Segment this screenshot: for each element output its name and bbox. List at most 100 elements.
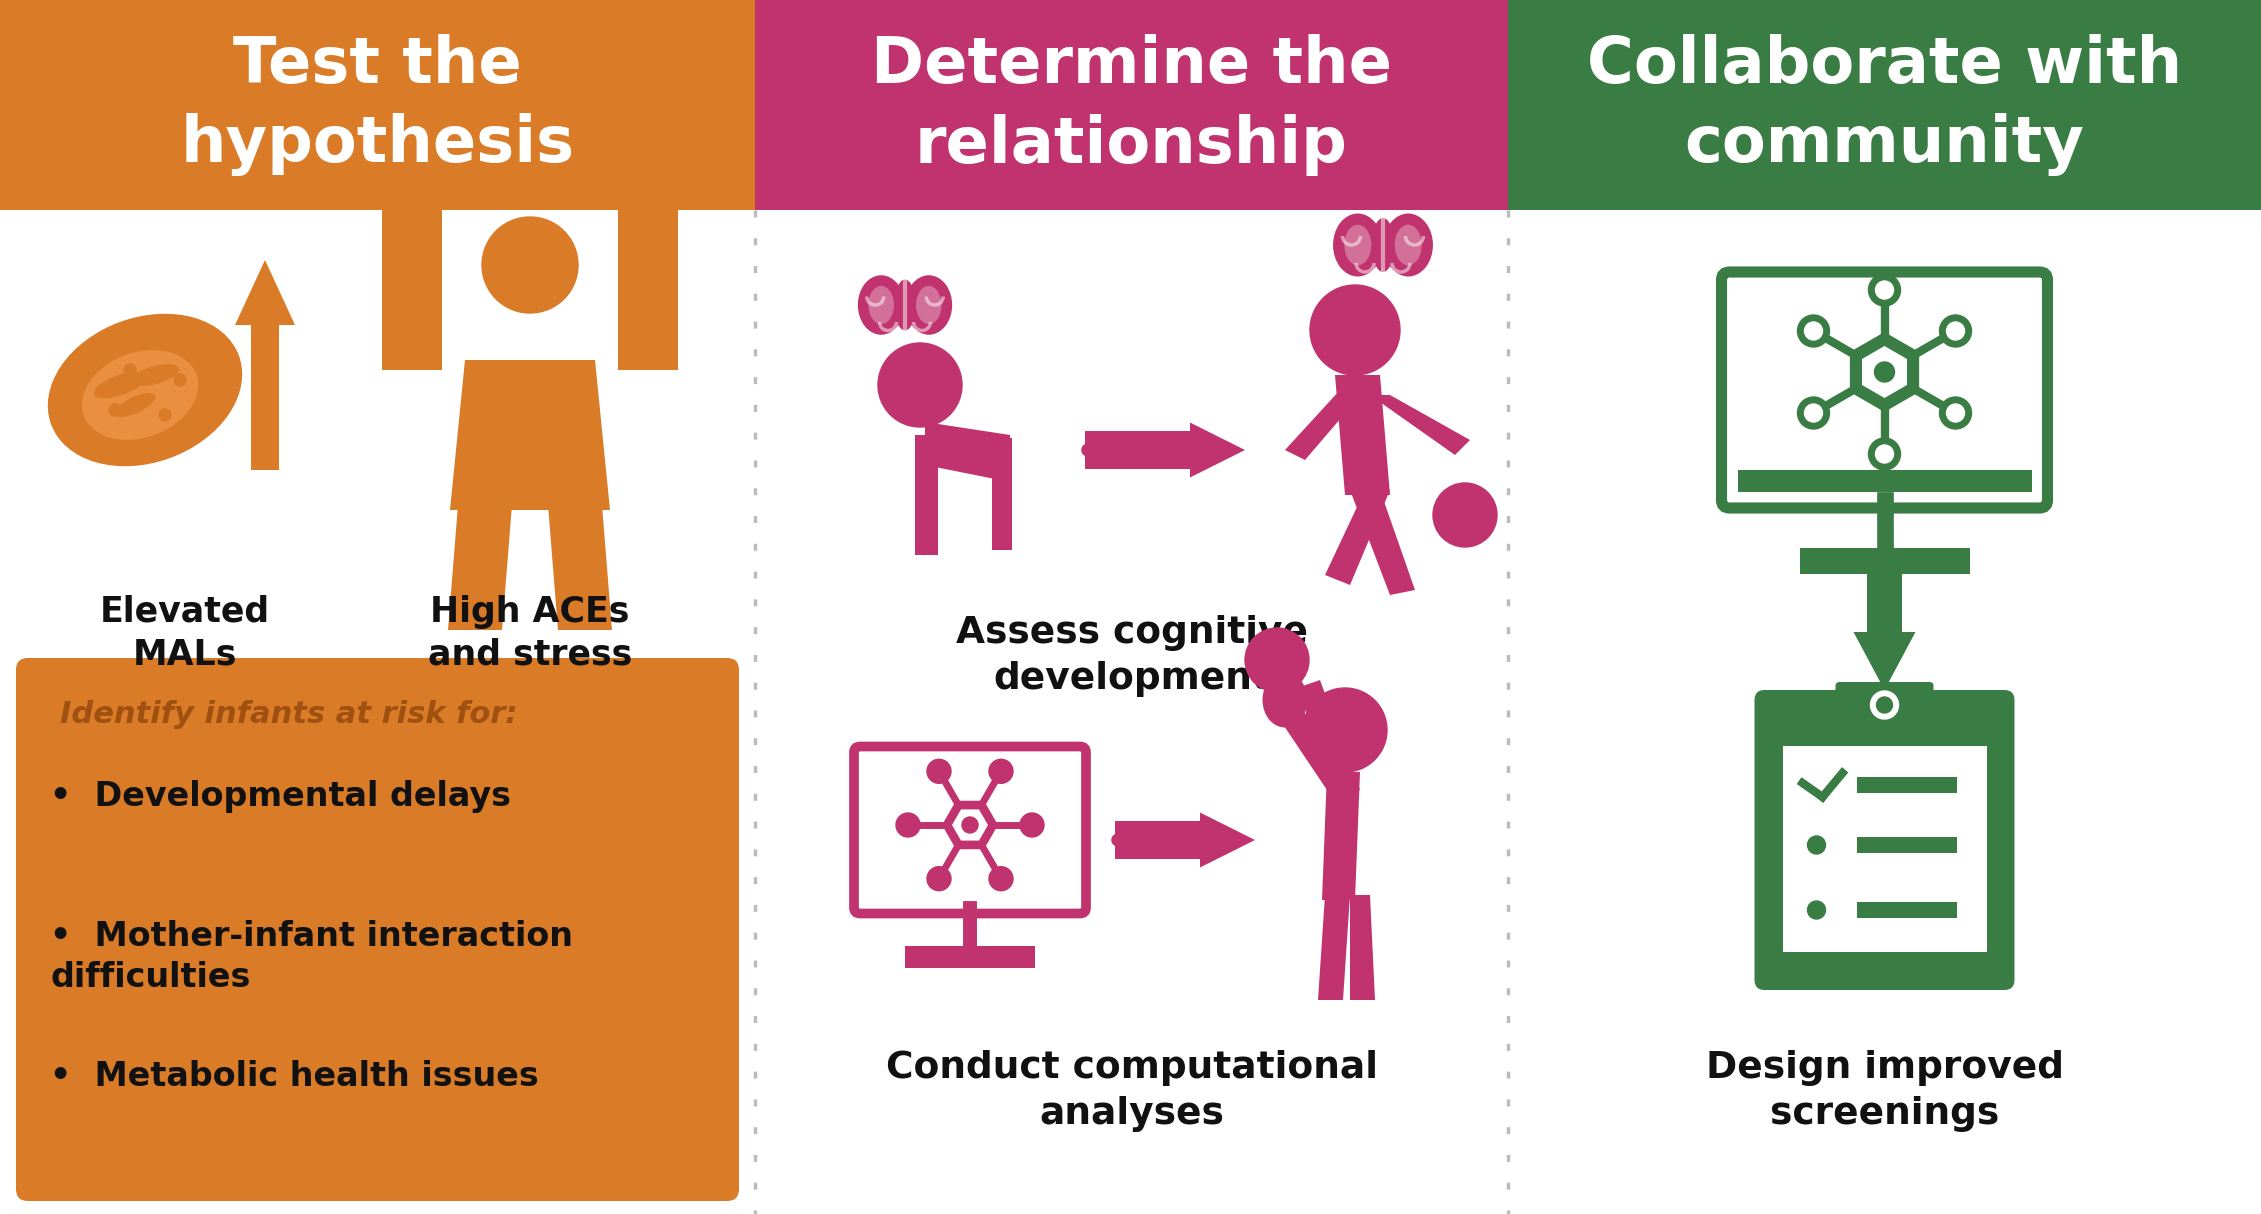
- Circle shape: [1868, 438, 1902, 470]
- Ellipse shape: [1262, 673, 1307, 727]
- Circle shape: [961, 817, 979, 833]
- Ellipse shape: [1372, 219, 1395, 272]
- Polygon shape: [1325, 490, 1391, 585]
- Text: •  Developmental delays: • Developmental delays: [50, 781, 511, 813]
- Polygon shape: [993, 438, 1013, 518]
- Circle shape: [988, 759, 1013, 783]
- Polygon shape: [1350, 490, 1415, 595]
- Ellipse shape: [81, 350, 199, 439]
- Circle shape: [1433, 483, 1497, 548]
- Text: Assess cognitive
development: Assess cognitive development: [956, 615, 1307, 697]
- Ellipse shape: [895, 279, 916, 330]
- Ellipse shape: [857, 276, 904, 335]
- Ellipse shape: [131, 364, 179, 386]
- Circle shape: [1877, 697, 1892, 713]
- Polygon shape: [1085, 422, 1246, 477]
- Circle shape: [877, 344, 961, 427]
- Circle shape: [927, 867, 952, 891]
- Circle shape: [927, 759, 952, 783]
- Polygon shape: [1284, 390, 1366, 460]
- Circle shape: [1868, 274, 1902, 306]
- Circle shape: [482, 217, 579, 313]
- Circle shape: [1797, 397, 1829, 429]
- Polygon shape: [1323, 772, 1361, 900]
- Polygon shape: [448, 505, 511, 630]
- Ellipse shape: [115, 393, 156, 416]
- Bar: [1736, 470, 2030, 492]
- Circle shape: [1947, 404, 1965, 422]
- Bar: [755, 0, 1508, 210]
- Ellipse shape: [1384, 214, 1433, 277]
- Circle shape: [1877, 446, 1892, 463]
- Ellipse shape: [47, 313, 242, 466]
- Circle shape: [1947, 322, 1965, 340]
- FancyBboxPatch shape: [1721, 272, 2048, 507]
- Polygon shape: [382, 155, 441, 370]
- Circle shape: [1020, 813, 1045, 836]
- Bar: [1508, 0, 2261, 210]
- Polygon shape: [1800, 550, 1969, 572]
- Circle shape: [1870, 691, 1899, 719]
- Circle shape: [1807, 836, 1825, 853]
- Circle shape: [1302, 688, 1386, 772]
- Ellipse shape: [613, 130, 683, 175]
- Text: Conduct computational
analyses: Conduct computational analyses: [886, 1050, 1377, 1131]
- Bar: [1856, 902, 1956, 918]
- Ellipse shape: [904, 276, 952, 335]
- Polygon shape: [547, 505, 613, 630]
- Circle shape: [1309, 285, 1400, 375]
- Circle shape: [1940, 397, 1972, 429]
- Text: High ACEs
and stress: High ACEs and stress: [427, 595, 633, 671]
- Bar: [0, 0, 755, 210]
- Polygon shape: [617, 155, 678, 370]
- Ellipse shape: [378, 130, 448, 175]
- Circle shape: [1874, 362, 1895, 382]
- Polygon shape: [916, 500, 938, 555]
- Polygon shape: [1863, 346, 1906, 398]
- Text: Design improved
screenings: Design improved screenings: [1705, 1050, 2064, 1131]
- Circle shape: [174, 374, 185, 386]
- Ellipse shape: [1334, 214, 1381, 277]
- Ellipse shape: [1395, 225, 1422, 265]
- Polygon shape: [952, 810, 988, 840]
- Polygon shape: [925, 422, 1011, 482]
- Polygon shape: [1115, 812, 1255, 868]
- Circle shape: [1940, 314, 1972, 347]
- Circle shape: [1804, 404, 1822, 422]
- FancyBboxPatch shape: [855, 747, 1085, 913]
- FancyBboxPatch shape: [1755, 690, 2015, 989]
- Ellipse shape: [868, 285, 893, 324]
- Ellipse shape: [1345, 225, 1372, 265]
- FancyBboxPatch shape: [904, 946, 1036, 968]
- Polygon shape: [1854, 571, 1915, 690]
- Polygon shape: [1334, 375, 1391, 495]
- Ellipse shape: [916, 285, 941, 324]
- Polygon shape: [450, 361, 610, 510]
- Polygon shape: [943, 801, 997, 850]
- FancyBboxPatch shape: [1800, 548, 1969, 574]
- Polygon shape: [1370, 395, 1470, 455]
- Circle shape: [895, 813, 920, 836]
- Circle shape: [1797, 314, 1829, 347]
- Ellipse shape: [95, 371, 147, 398]
- Polygon shape: [1350, 895, 1375, 1000]
- Polygon shape: [1318, 895, 1350, 1000]
- Polygon shape: [235, 260, 294, 470]
- Text: Collaborate with
community: Collaborate with community: [1587, 34, 2182, 176]
- Text: •  Mother-infant interaction
difficulties: • Mother-infant interaction difficulties: [50, 920, 572, 994]
- Polygon shape: [1271, 690, 1352, 790]
- Circle shape: [158, 409, 172, 421]
- Polygon shape: [904, 947, 1036, 968]
- Bar: [1856, 777, 1956, 793]
- FancyBboxPatch shape: [16, 658, 739, 1201]
- Text: Elevated
MALs: Elevated MALs: [99, 595, 269, 671]
- Text: Determine the
relationship: Determine the relationship: [870, 34, 1393, 176]
- Text: Identify infants at risk for:: Identify infants at risk for:: [61, 700, 518, 728]
- Circle shape: [109, 404, 122, 416]
- Circle shape: [124, 364, 136, 376]
- Polygon shape: [916, 435, 938, 520]
- FancyBboxPatch shape: [1836, 682, 1933, 728]
- Circle shape: [1877, 280, 1892, 299]
- Circle shape: [1804, 322, 1822, 340]
- Circle shape: [1807, 901, 1825, 919]
